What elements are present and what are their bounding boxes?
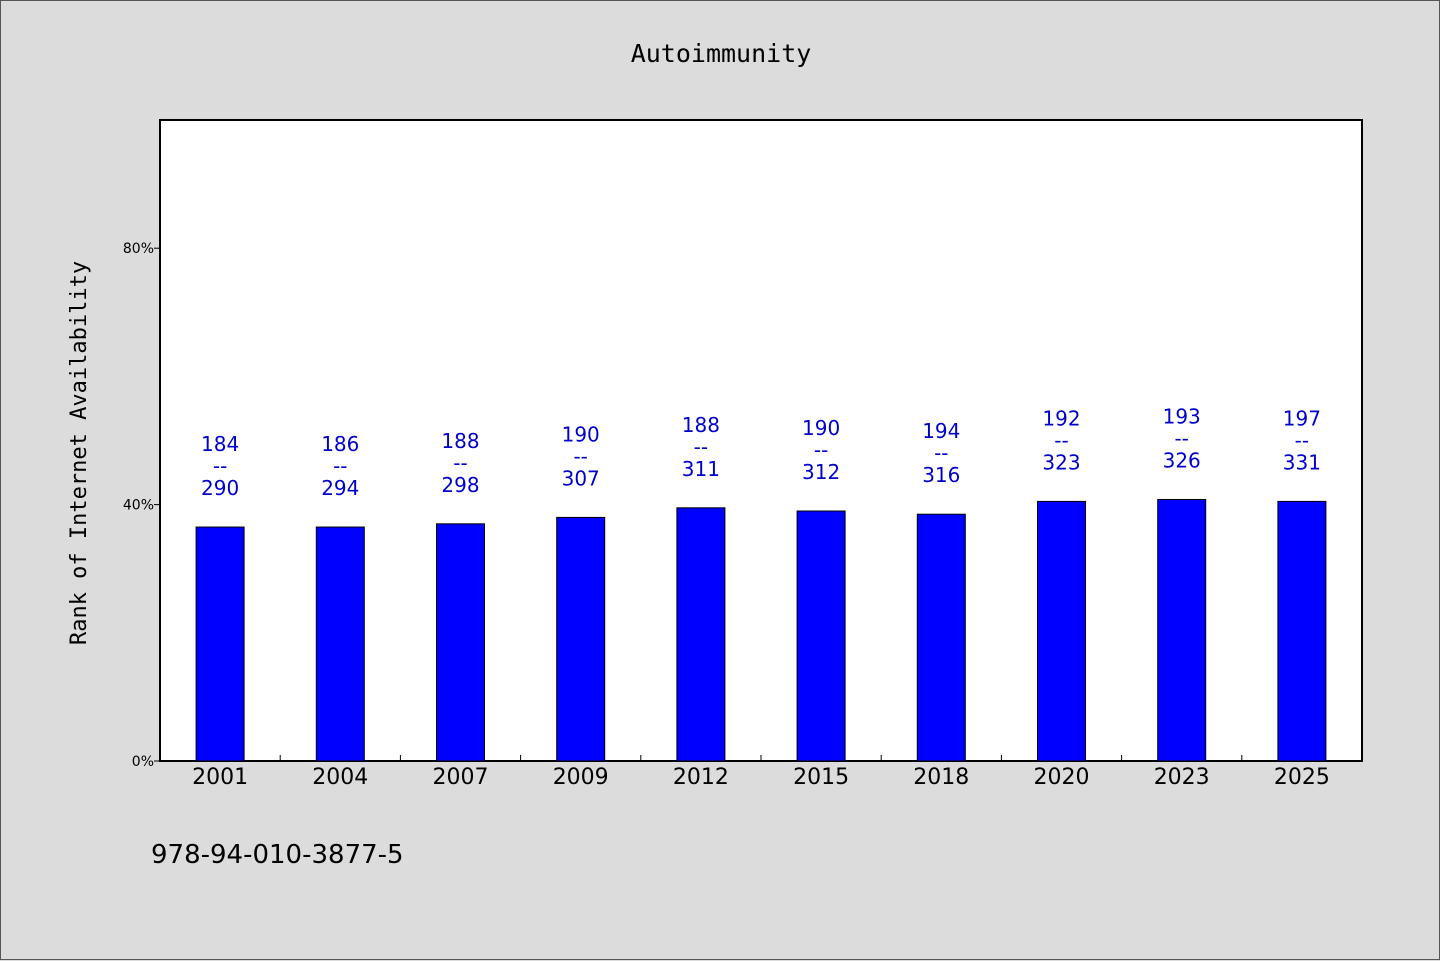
data-label-bottom: 290 <box>201 476 239 500</box>
bars-group <box>195 498 1327 762</box>
data-label-sep: -- <box>213 454 227 478</box>
bar <box>195 526 245 762</box>
data-label-sep: -- <box>1174 426 1188 450</box>
bar <box>1277 500 1327 762</box>
bar <box>436 523 485 762</box>
y-tick-label: 40% <box>123 498 154 514</box>
x-tick-label: 2001 <box>192 765 248 790</box>
bar <box>796 510 846 762</box>
data-label-sep: -- <box>814 438 828 462</box>
x-tick-label: 2015 <box>793 765 849 790</box>
data-label-bottom: 311 <box>682 457 720 481</box>
x-tick-label: 2004 <box>312 765 368 790</box>
data-label-top: 197 <box>1283 406 1321 430</box>
x-tick-label: 2020 <box>1034 765 1090 790</box>
data-label-top: 186 <box>321 432 359 456</box>
chart-title: Autoimmunity <box>631 39 812 68</box>
data-label-top: 192 <box>1042 406 1080 430</box>
bar <box>676 507 726 762</box>
data-label-sep: -- <box>453 451 467 475</box>
footer-isbn: 978-94-010-3877-5 <box>151 840 404 870</box>
x-tick-label: 2018 <box>913 765 969 790</box>
data-label-top: 194 <box>922 419 960 443</box>
bar <box>1157 498 1207 762</box>
data-label-top: 193 <box>1163 404 1201 428</box>
data-label-bottom: 326 <box>1163 448 1201 472</box>
x-tick-label: 2009 <box>553 765 609 790</box>
data-label-sep: -- <box>1054 428 1068 452</box>
data-label-bottom: 312 <box>802 460 840 484</box>
x-tick-label: 2023 <box>1154 765 1210 790</box>
x-tick-label: 2025 <box>1274 765 1330 790</box>
data-label-top: 190 <box>562 422 600 446</box>
data-label-top: 188 <box>682 413 720 437</box>
data-label-sep: -- <box>694 435 708 459</box>
data-label-sep: -- <box>934 441 948 465</box>
bar <box>1037 500 1086 762</box>
bar <box>315 526 365 762</box>
data-label-bottom: 323 <box>1042 450 1080 474</box>
axis-ticks-group: 0% 40% 80% 2001 2004 2007 2009 2012 2015 2018 2020… <box>123 241 1330 790</box>
data-label-bottom: 331 <box>1283 450 1321 474</box>
data-label-top: 184 <box>201 432 239 456</box>
data-label-bottom: 298 <box>441 473 479 497</box>
y-tick-label: 80% <box>123 241 154 257</box>
data-label-sep: -- <box>573 444 587 468</box>
data-label-bottom: 316 <box>922 463 960 487</box>
data-labels-group: 290--184294--186298--188307--190311--188… <box>201 404 1321 500</box>
data-label-bottom: 307 <box>562 466 600 490</box>
x-tick-label: 2007 <box>433 765 489 790</box>
data-label-sep: -- <box>333 454 347 478</box>
y-tick-label: 0% <box>132 754 154 770</box>
bar <box>556 516 606 762</box>
x-tick-label: 2012 <box>673 765 729 790</box>
y-axis-label: Rank of Internet Availability <box>67 261 92 645</box>
bar <box>916 513 966 762</box>
data-label-sep: -- <box>1295 428 1309 452</box>
data-label-top: 190 <box>802 416 840 440</box>
data-label-bottom: 294 <box>321 476 359 500</box>
data-label-top: 188 <box>441 429 479 453</box>
